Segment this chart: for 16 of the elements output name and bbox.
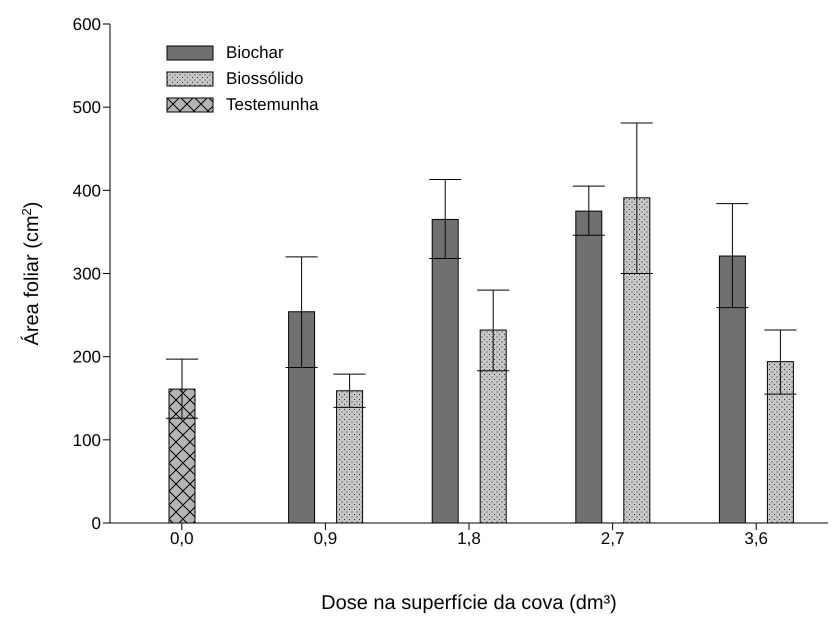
legend-label: Biossólido [226,69,304,89]
y-tick-label: 600 [72,15,101,34]
x-tick-label: 3,6 [744,529,768,548]
x-axis-title: Dose na superfície da cova (dm³) [321,592,617,614]
x-tick-label: 0,9 [314,529,338,548]
y-tick-label: 100 [72,430,101,450]
y-tick-label: 300 [72,264,101,284]
legend-label: Biochar [226,43,284,63]
y-tick-label: 400 [72,181,101,200]
x-tick-label: 1,8 [457,529,481,548]
y-tick-label: 500 [72,98,101,118]
legend-label: Testemunha [226,95,319,115]
x-tick-label: 0,0 [170,529,194,548]
y-tick-label: 200 [72,348,101,367]
y-tick-label: 0 [92,514,101,534]
x-tick-label: 2,7 [600,529,624,548]
